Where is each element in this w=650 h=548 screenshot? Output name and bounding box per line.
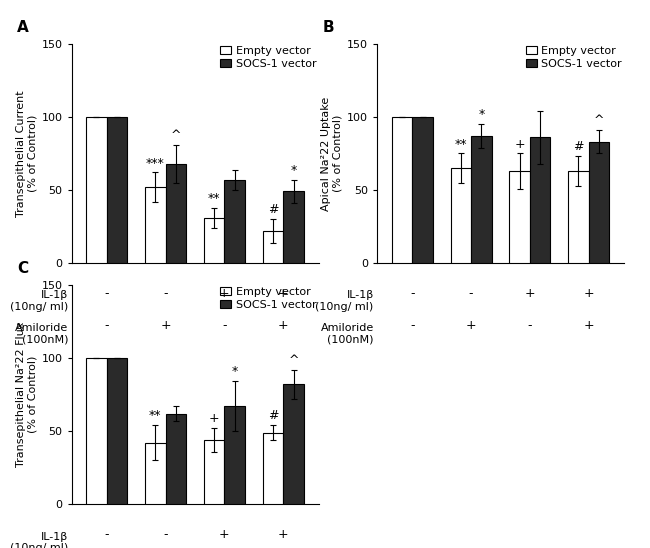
Text: +: +	[466, 319, 476, 333]
Bar	[166, 414, 186, 504]
Bar	[412, 117, 433, 263]
Bar	[283, 384, 304, 504]
Text: +: +	[525, 287, 535, 300]
Bar	[86, 117, 107, 263]
Text: -: -	[105, 528, 109, 541]
Text: +: +	[209, 412, 220, 425]
Legend: Empty vector, SOCS-1 vector: Empty vector, SOCS-1 vector	[220, 287, 317, 310]
Bar	[204, 440, 224, 504]
Text: IL-1β
(10ng/ ml): IL-1β (10ng/ ml)	[10, 290, 68, 312]
Bar	[263, 231, 283, 263]
Bar	[283, 191, 304, 263]
Bar	[107, 117, 127, 263]
Text: -: -	[410, 319, 415, 333]
Text: B: B	[322, 20, 334, 35]
Text: #: #	[268, 409, 278, 423]
Text: *: *	[231, 366, 238, 379]
Text: #: #	[573, 140, 584, 153]
Text: -: -	[105, 287, 109, 300]
Text: **: **	[454, 138, 467, 151]
Text: **: **	[149, 409, 162, 423]
Legend: Empty vector, SOCS-1 vector: Empty vector, SOCS-1 vector	[220, 46, 317, 69]
Text: IL-1β
(10ng/ ml): IL-1β (10ng/ ml)	[315, 290, 374, 312]
Bar	[392, 117, 412, 263]
Text: C: C	[17, 261, 29, 276]
Text: -: -	[528, 319, 532, 333]
Text: *: *	[291, 164, 296, 177]
Bar	[224, 180, 245, 263]
Bar	[166, 164, 186, 263]
Text: +: +	[278, 287, 289, 300]
Bar	[530, 138, 551, 263]
Bar	[471, 136, 491, 263]
Text: ^: ^	[288, 354, 299, 367]
Text: +: +	[161, 319, 171, 333]
Text: +: +	[278, 528, 289, 541]
Text: Amiloride
(100nM): Amiloride (100nM)	[15, 323, 68, 345]
Text: ^: ^	[171, 129, 181, 142]
Text: #: #	[268, 203, 278, 216]
Text: Amiloride
(100nM): Amiloride (100nM)	[320, 323, 374, 345]
Text: +: +	[514, 138, 525, 151]
Text: A: A	[17, 20, 29, 35]
Y-axis label: Transepithelial Current
(% of Control): Transepithelial Current (% of Control)	[16, 90, 37, 217]
Y-axis label: Transepithelial Na²22 Flux
(% of Control): Transepithelial Na²22 Flux (% of Control…	[16, 322, 37, 467]
Text: -: -	[410, 287, 415, 300]
Text: -: -	[469, 287, 473, 300]
Text: +: +	[219, 287, 229, 300]
Text: ^: ^	[593, 114, 604, 127]
Text: **: **	[208, 192, 220, 204]
Legend: Empty vector, SOCS-1 vector: Empty vector, SOCS-1 vector	[526, 46, 622, 69]
Text: -: -	[105, 319, 109, 333]
Bar	[204, 218, 224, 263]
Bar	[450, 168, 471, 263]
Text: +: +	[278, 319, 289, 333]
Bar	[224, 406, 245, 504]
Bar	[589, 142, 609, 263]
Bar	[145, 187, 166, 263]
Text: *: *	[478, 109, 484, 121]
Text: ***: ***	[146, 157, 164, 169]
Bar	[263, 432, 283, 504]
Bar	[568, 171, 589, 263]
Y-axis label: Apical Na²22 Uptake
(% of Control): Apical Na²22 Uptake (% of Control)	[321, 96, 343, 210]
Text: -: -	[222, 319, 227, 333]
Bar	[107, 358, 127, 504]
Bar	[510, 171, 530, 263]
Bar	[86, 358, 107, 504]
Text: -: -	[163, 287, 168, 300]
Text: -: -	[163, 528, 168, 541]
Bar	[145, 443, 166, 504]
Text: +: +	[584, 319, 594, 333]
Text: +: +	[584, 287, 594, 300]
Text: +: +	[219, 528, 229, 541]
Text: IL-1β
(10ng/ ml): IL-1β (10ng/ ml)	[10, 532, 68, 548]
